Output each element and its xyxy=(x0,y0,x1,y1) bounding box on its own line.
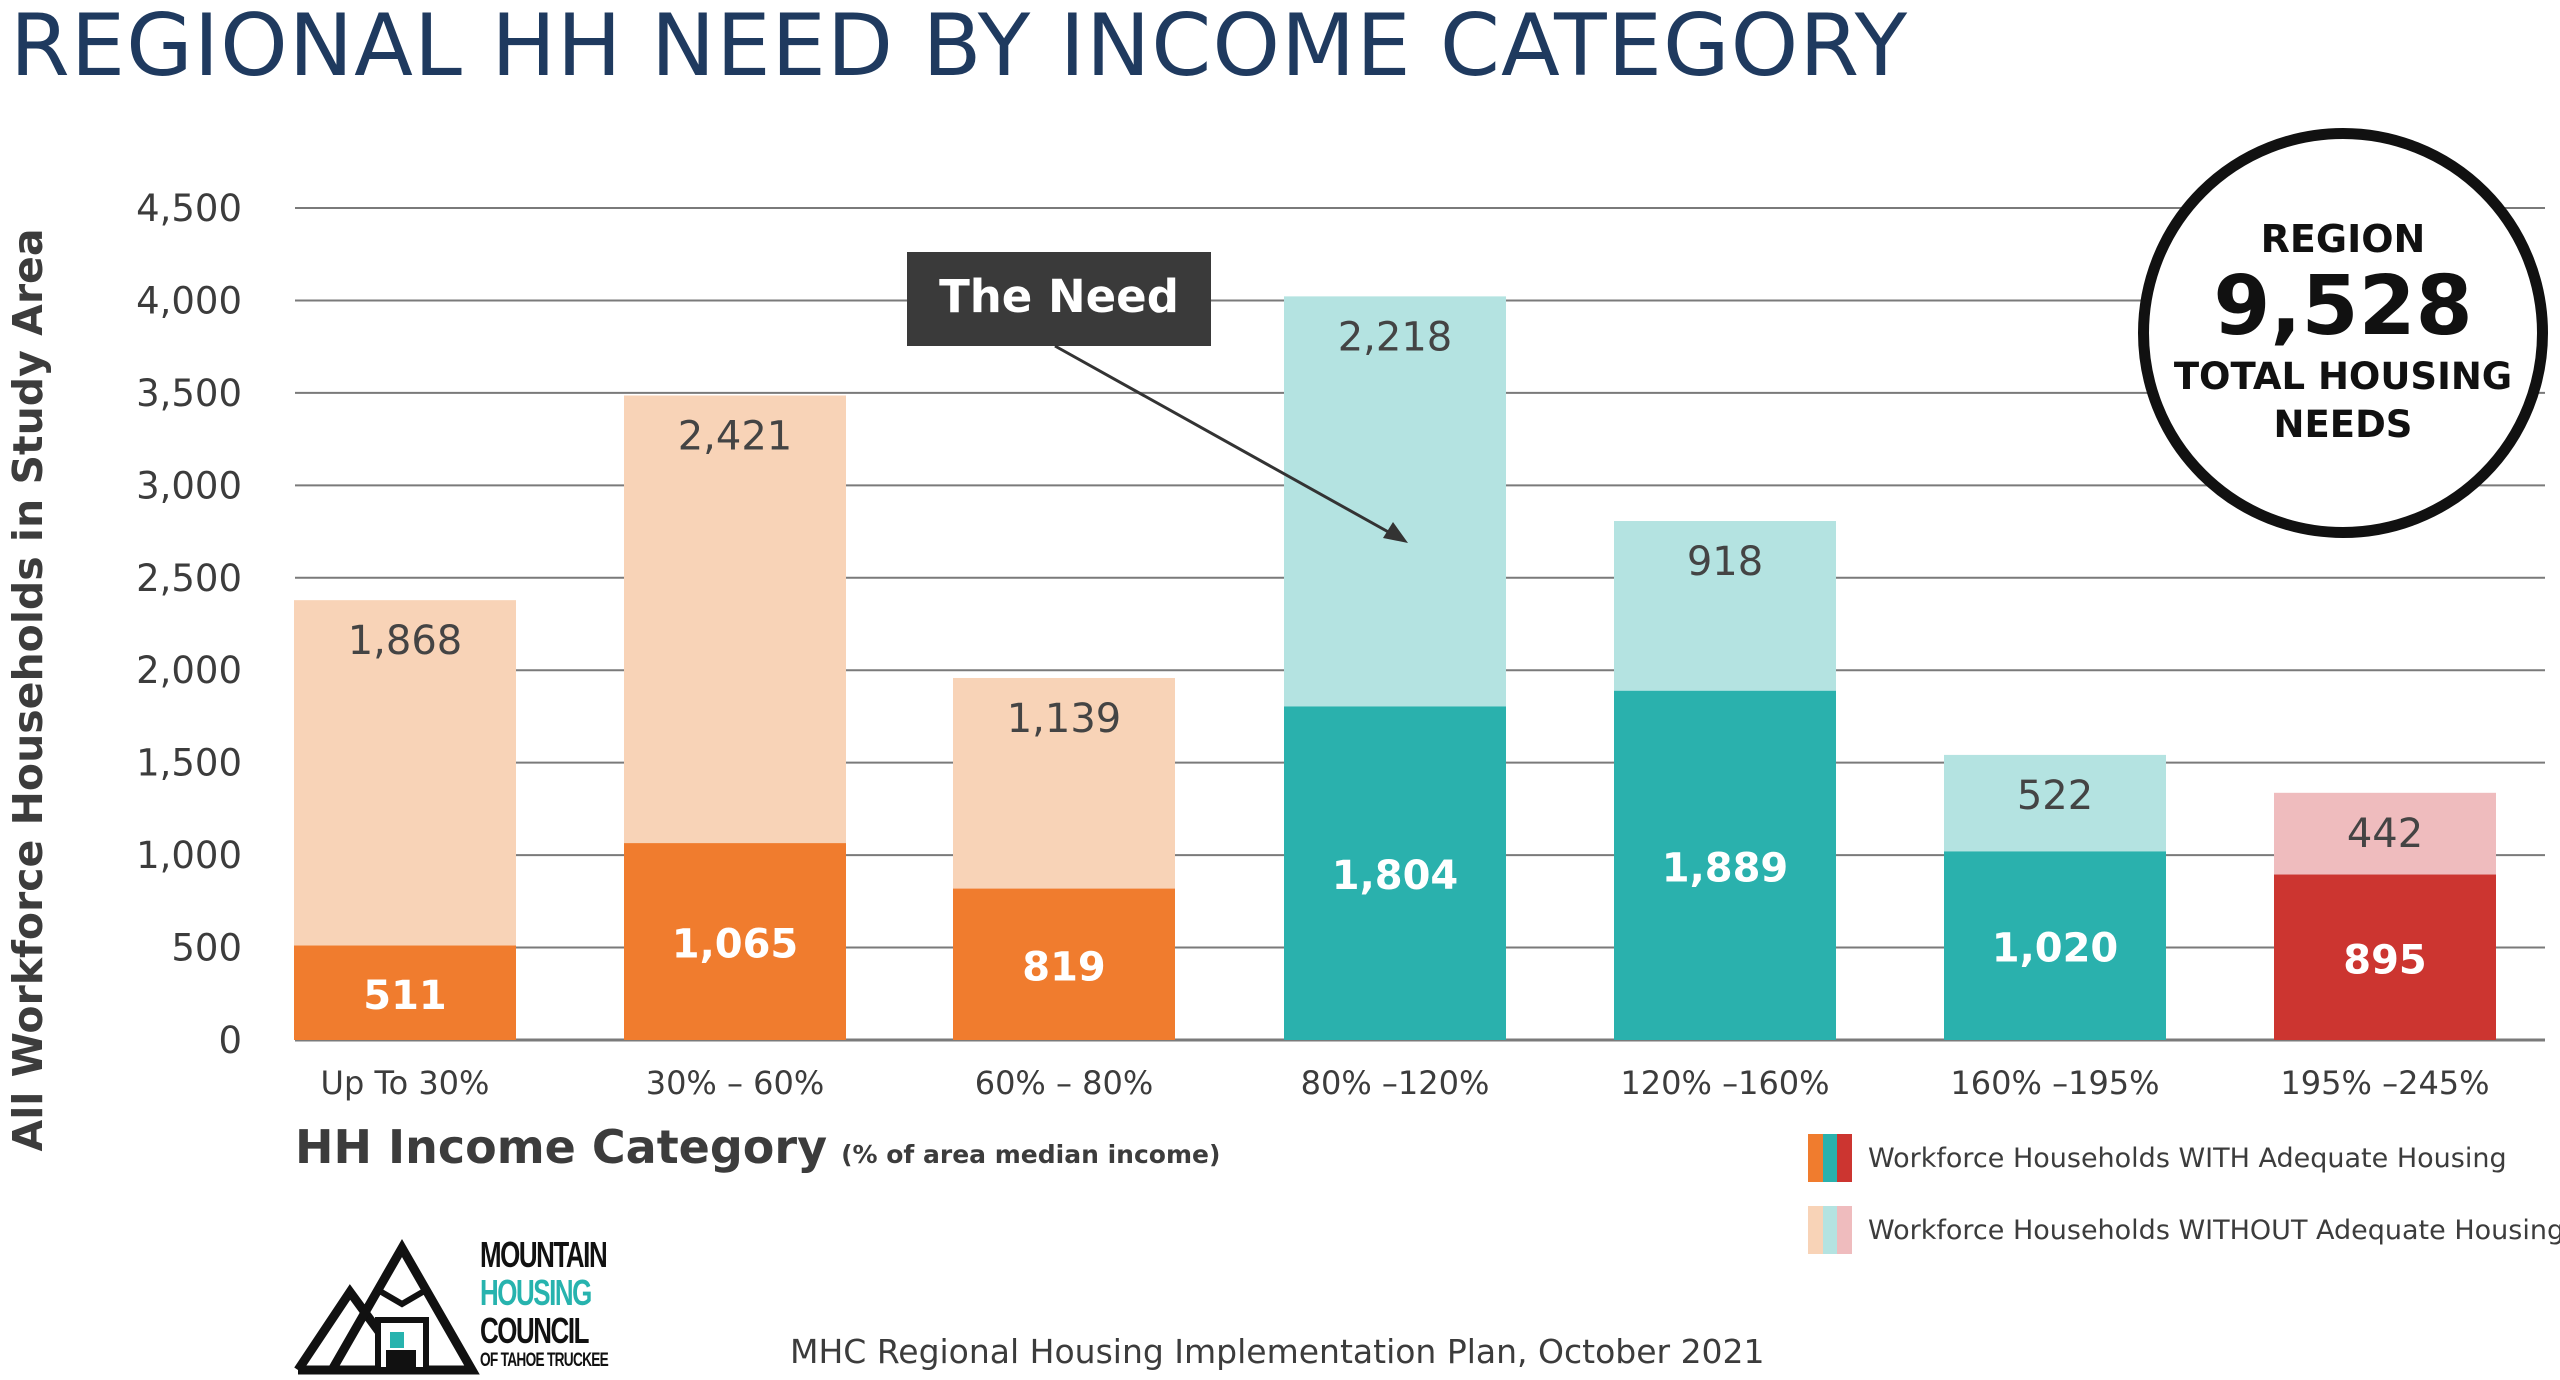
x-tick-label: 30% – 60% xyxy=(646,1064,825,1102)
x-tick-label: 60% – 80% xyxy=(975,1064,1154,1102)
annotation-arrow-head xyxy=(1383,522,1408,543)
bar-without-adequate-housing xyxy=(294,600,516,946)
annotation-text: The Need xyxy=(939,270,1179,323)
data-label-with: 819 xyxy=(1022,944,1106,990)
bar-with-adequate-housing xyxy=(1284,706,1506,1040)
y-tick-label: 2,000 xyxy=(136,649,242,692)
legend-label-without: Workforce Households WITHOUT Adequate Ho… xyxy=(1868,1214,2560,1246)
logo-mountains-icon xyxy=(294,1238,480,1375)
y-tick-label: 500 xyxy=(171,927,242,970)
y-tick-label: 1,500 xyxy=(136,742,242,785)
data-label-without: 1,139 xyxy=(1007,696,1122,742)
data-label-without: 522 xyxy=(2017,773,2093,819)
annotation: The Need xyxy=(907,252,1408,543)
y-tick-label: 4,500 xyxy=(136,187,242,230)
data-label-with: 511 xyxy=(363,973,447,1019)
data-label-without: 2,218 xyxy=(1338,314,1453,360)
data-label-without: 918 xyxy=(1687,539,1763,585)
legend-item-with: Workforce Households WITH Adequate Housi… xyxy=(1808,1134,2560,1182)
page-title: REGIONAL HH NEED BY INCOME CATEGORY xyxy=(10,0,1909,96)
mountain-housing-council-logo: MOUNTAIN HOUSING COUNCIL OF TAHOE TRUCKE… xyxy=(292,1232,622,1380)
data-label-without: 2,421 xyxy=(678,413,793,459)
bar-without-adequate-housing xyxy=(1944,754,2166,852)
y-tick-label: 4,000 xyxy=(136,279,242,322)
x-tick-labels: Up To 30% 30% – 60% 60% – 80% 80% –120% 120%… xyxy=(321,1064,2490,1102)
badge-line-1: TOTAL HOUSING xyxy=(2173,355,2513,398)
bars: 1,868 511 2,421 1,065 1,139 819 2,218 1,804 918 1… xyxy=(294,296,2496,1040)
y-tick-label: 2,500 xyxy=(136,557,242,600)
data-label-without: 442 xyxy=(2347,811,2423,857)
logo-line-2: HOUSING xyxy=(480,1272,592,1313)
legend-swatch-with xyxy=(1808,1134,1853,1182)
x-axis-title: HH Income Category (% of area median inco… xyxy=(295,1120,1220,1174)
bar-with-adequate-housing xyxy=(294,945,516,1040)
legend-swatch-without xyxy=(1808,1206,1853,1254)
y-tick-label: 3,000 xyxy=(136,464,242,507)
bar-without-adequate-housing xyxy=(624,395,846,844)
legend-label-with: Workforce Households WITH Adequate Housi… xyxy=(1868,1142,2507,1174)
x-axis-label: HH Income Category xyxy=(295,1120,828,1174)
data-label-with: 1,020 xyxy=(1992,926,2119,972)
logo-line-4: OF TAHOE TRUCKEE xyxy=(480,1350,609,1371)
y-tick-label: 0 xyxy=(218,1019,242,1062)
data-label-with: 1,889 xyxy=(1662,845,1789,891)
bar-with-adequate-housing xyxy=(1944,851,2166,1040)
x-axis-sublabel: (% of area median income) xyxy=(841,1140,1221,1169)
logo-wordmark: MOUNTAIN HOUSING COUNCIL OF TAHOE TRUCKE… xyxy=(480,1236,658,1372)
x-tick-label: 120% –160% xyxy=(1620,1064,1829,1102)
bar-with-adequate-housing xyxy=(2274,874,2496,1040)
x-tick-label: 195% –245% xyxy=(2280,1064,2489,1102)
bar-without-adequate-housing xyxy=(953,677,1175,889)
source-note: MHC Regional Housing Implementation Plan… xyxy=(790,1332,1765,1371)
data-label-without: 1,868 xyxy=(348,618,463,664)
data-label-with: 1,804 xyxy=(1332,853,1459,899)
bar-with-adequate-housing xyxy=(953,888,1175,1040)
badge-total-number: 9,528 xyxy=(2213,259,2473,354)
x-tick-label: 160% –195% xyxy=(1950,1064,2159,1102)
region-total-badge: REGION 9,528 TOTAL HOUSING NEEDS xyxy=(2138,128,2548,538)
legend: Workforce Households WITH Adequate Housi… xyxy=(1808,1134,2560,1278)
annotation-arrow-line xyxy=(1054,344,1393,536)
bar-without-adequate-housing xyxy=(1614,521,1836,691)
data-label-with: 1,065 xyxy=(672,922,799,968)
y-tick-label: 1,000 xyxy=(136,834,242,877)
badge-line-2: NEEDS xyxy=(2273,403,2413,446)
x-tick-label: Up To 30% xyxy=(321,1064,490,1102)
bar-without-adequate-housing xyxy=(2274,792,2496,875)
logo-line-3: COUNCIL xyxy=(480,1310,589,1351)
logo-line-1: MOUNTAIN xyxy=(480,1234,608,1275)
x-tick-label: 80% –120% xyxy=(1301,1064,1490,1102)
bar-without-adequate-housing xyxy=(1284,296,1506,707)
bar-with-adequate-housing xyxy=(1614,690,1836,1040)
legend-item-without: Workforce Households WITHOUT Adequate Ho… xyxy=(1808,1206,2560,1254)
y-tick-label: 3,500 xyxy=(136,372,242,415)
data-label-with: 895 xyxy=(2343,937,2427,983)
bar-with-adequate-housing xyxy=(624,843,846,1040)
y-tick-labels: 0 500 1,000 1,500 2,000 2,500 3,000 3,500 4,000 4… xyxy=(136,187,242,1062)
badge-region-label: REGION xyxy=(2260,217,2426,261)
annotation-box xyxy=(907,252,1211,346)
